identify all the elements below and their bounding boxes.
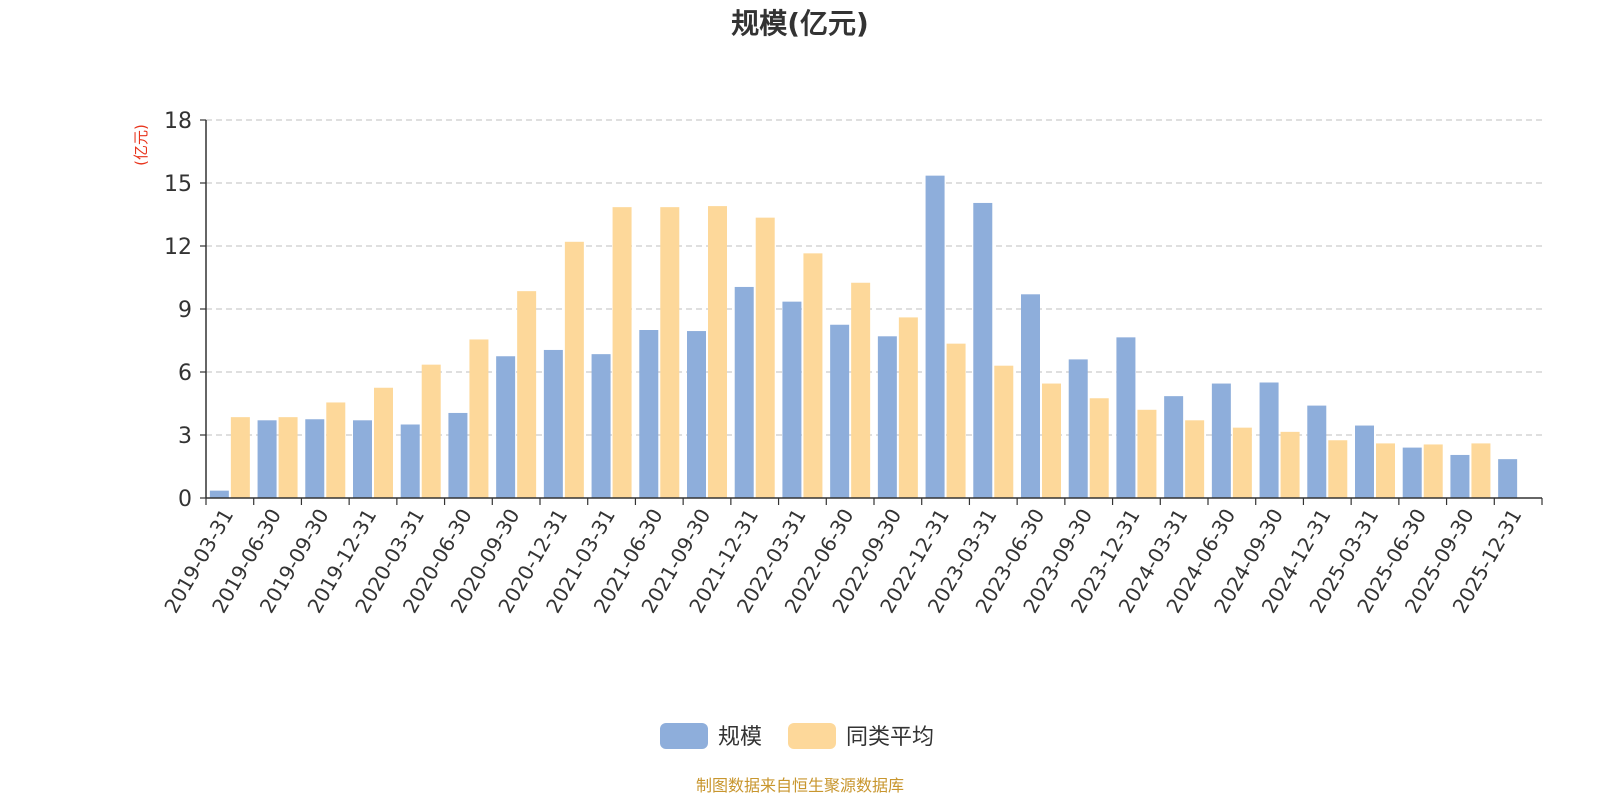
- bar-series-1[interactable]: [469, 339, 489, 498]
- bar-series-0[interactable]: [1307, 405, 1327, 498]
- bar-series-1[interactable]: [1328, 440, 1348, 498]
- bar-series-0[interactable]: [925, 175, 945, 498]
- legend-label-series-0[interactable]: 规模: [718, 725, 762, 750]
- bar-series-1[interactable]: [1232, 427, 1252, 498]
- bar-series-1[interactable]: [946, 343, 966, 498]
- y-tick-label: 12: [164, 235, 192, 260]
- bar-series-1[interactable]: [1280, 431, 1300, 498]
- bar-series-0[interactable]: [1021, 294, 1040, 498]
- bar-series-0[interactable]: [1498, 459, 1518, 498]
- bar-series-1[interactable]: [278, 417, 298, 498]
- y-tick-label: 0: [178, 487, 192, 512]
- y-tick-label: 6: [178, 361, 192, 386]
- bar-series-1[interactable]: [230, 417, 250, 498]
- axes: 03691215182019-03-312019-06-302019-09-30…: [159, 109, 1543, 617]
- y-tick-label: 18: [164, 109, 192, 134]
- bars: [209, 175, 1518, 499]
- bar-series-0[interactable]: [973, 202, 993, 498]
- y-tick-label: 3: [178, 424, 192, 449]
- bar-series-0[interactable]: [305, 419, 325, 498]
- bar-series-1[interactable]: [1185, 420, 1205, 498]
- bar-series-0[interactable]: [353, 420, 372, 498]
- bar-series-0[interactable]: [257, 420, 277, 498]
- bar-series-0[interactable]: [448, 412, 468, 498]
- bar-series-1[interactable]: [708, 206, 727, 498]
- bar-series-1[interactable]: [994, 365, 1014, 498]
- bar-series-1[interactable]: [1089, 398, 1109, 498]
- bar-series-0[interactable]: [1116, 337, 1136, 498]
- bar-series-1[interactable]: [898, 317, 918, 498]
- bar-series-1[interactable]: [612, 207, 632, 498]
- bar-series-1[interactable]: [1137, 409, 1157, 498]
- bar-series-0[interactable]: [830, 324, 850, 498]
- data-source-note: 制图数据来自恒生聚源数据库: [696, 776, 904, 795]
- legend-swatch-series-1[interactable]: [788, 723, 836, 749]
- bar-series-0[interactable]: [639, 330, 659, 498]
- bar-series-0[interactable]: [734, 286, 754, 498]
- bar-series-0[interactable]: [1355, 425, 1374, 498]
- bar-series-1[interactable]: [755, 217, 775, 498]
- bar-series-0[interactable]: [1211, 383, 1231, 498]
- bar-series-1[interactable]: [1042, 383, 1061, 498]
- chart-title: 规模(亿元): [731, 7, 869, 40]
- bar-series-1[interactable]: [851, 282, 871, 498]
- y-tick-label: 9: [178, 298, 192, 323]
- bar-series-1[interactable]: [660, 207, 680, 498]
- bar-series-0[interactable]: [209, 490, 229, 498]
- y-tick-label: 15: [164, 172, 192, 197]
- bar-series-1[interactable]: [803, 253, 823, 498]
- grid-lines: [206, 119, 1542, 436]
- bar-series-1[interactable]: [1423, 444, 1443, 498]
- legend-label-series-1[interactable]: 同类平均: [846, 725, 934, 750]
- bar-series-1[interactable]: [1376, 443, 1395, 498]
- bar-series-0[interactable]: [496, 356, 516, 498]
- bar-series-0[interactable]: [1402, 447, 1422, 498]
- bar-series-0[interactable]: [1068, 359, 1088, 498]
- bar-series-1[interactable]: [564, 241, 584, 499]
- bar-series-0[interactable]: [782, 301, 802, 498]
- bar-series-1[interactable]: [517, 291, 537, 498]
- bar-series-1[interactable]: [374, 387, 393, 498]
- bar-series-0[interactable]: [687, 331, 706, 498]
- y-axis-label: (亿元): [132, 124, 150, 166]
- bar-series-0[interactable]: [591, 354, 611, 498]
- bar-series-0[interactable]: [1259, 382, 1279, 499]
- legend: 规模 同类平均: [660, 723, 934, 750]
- bar-series-1[interactable]: [326, 402, 346, 498]
- bar-series-0[interactable]: [543, 349, 563, 498]
- bar-series-1[interactable]: [1471, 443, 1491, 498]
- bar-series-0[interactable]: [1164, 396, 1184, 498]
- bar-series-1[interactable]: [421, 364, 441, 498]
- bar-series-0[interactable]: [877, 336, 897, 498]
- bar-series-0[interactable]: [1450, 454, 1470, 498]
- legend-swatch-series-0[interactable]: [660, 723, 708, 749]
- bar-series-0[interactable]: [400, 424, 420, 499]
